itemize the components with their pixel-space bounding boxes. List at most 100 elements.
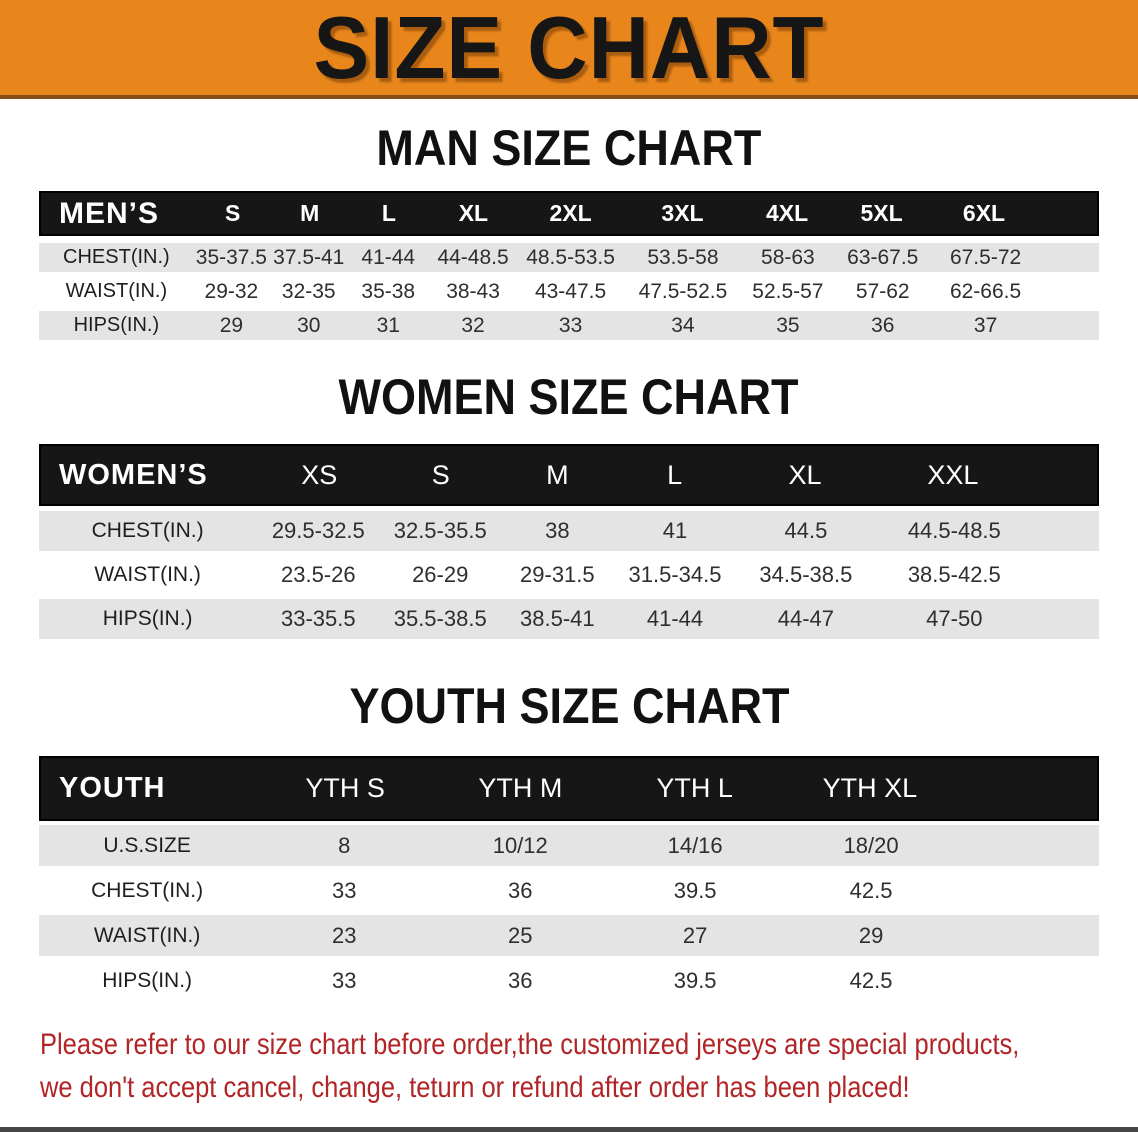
spacer-cell: [1039, 243, 1099, 272]
spacer-cell: [959, 960, 1099, 1001]
table-cell: 36: [871, 313, 895, 337]
table-cell: 8: [338, 832, 351, 858]
table-cell: 43-47.5: [534, 279, 607, 303]
youth-heading-wrap: YOUTH SIZE CHART: [0, 679, 1138, 733]
man-size-section: MAN SIZE CHART MEN’S S M L XL 2XL 3XL 4XL 5XL 6XL…: [0, 121, 1138, 340]
women-header-row: WOMEN’S XS S M L XL XXL: [39, 444, 1099, 506]
table-cell: 37: [973, 313, 998, 337]
youth-size-table: YOUTH YTH S YTH M YTH L YTH XL U.S.SIZE 8 10/12…: [39, 756, 1099, 1001]
men-header-row: MEN’S S M L XL 2XL 3XL 4XL 5XL 6XL: [39, 191, 1099, 236]
size-column-header: 6XL: [962, 200, 1006, 226]
table-row: WAIST(IN.) 23.5-26 26-29 29-31.5 31.5-34.5 34…: [39, 555, 1099, 595]
womens-size-table: WOMEN’S XS S M L XL XXL CHEST(IN.) 29.5-32.5 32.5…: [39, 444, 1099, 639]
table-cell: 25: [507, 922, 533, 948]
size-column-header: XL: [458, 200, 489, 226]
mens-size-table: MEN’S S M L XL 2XL 3XL 4XL 5XL 6XL CHEST(IN.) 35-37…: [39, 191, 1099, 340]
row-label: CHEST(IN.): [91, 519, 204, 542]
disclaimer: Please refer to our size chart before or…: [40, 1023, 1138, 1109]
disclaimer-line-1: Please refer to our size chart before or…: [40, 1028, 1020, 1061]
size-column-header: YTH XL: [822, 773, 918, 803]
table-cell: 23: [332, 922, 357, 948]
table-cell: 41-44: [361, 245, 416, 269]
youth-table-label: YOUTH: [59, 772, 166, 804]
spacer-cell: [959, 825, 1099, 866]
women-table-label: WOMEN’S: [59, 458, 208, 491]
disclaimer-line-2: we don't accept cancel, change, teturn o…: [40, 1071, 910, 1104]
spacer-cell: [1030, 446, 1097, 504]
table-row: HIPS(IN.) 33 36 39.5 42.5: [39, 960, 1099, 1001]
youth-header-row: YOUTH YTH S YTH M YTH L YTH XL: [39, 756, 1099, 821]
table-cell: 36: [507, 877, 533, 903]
women-heading-wrap: WOMEN SIZE CHART: [0, 370, 1138, 424]
table-cell: 44-48.5: [437, 245, 509, 269]
spacer-cell: [959, 870, 1099, 911]
table-cell: 41-44: [646, 606, 704, 631]
men-table-label: MEN’S: [59, 196, 160, 230]
size-column-header: M: [300, 200, 320, 226]
table-cell: 33-35.5: [280, 606, 356, 631]
table-row: HIPS(IN.) 33-35.5 35.5-38.5 38.5-41 41-44 44-…: [39, 599, 1099, 639]
table-cell: 35-37.5: [195, 245, 267, 269]
table-cell: 39.5: [673, 877, 717, 903]
table-cell: 34: [671, 313, 695, 337]
table-row: U.S.SIZE 8 10/12 14/16 18/20: [39, 825, 1099, 866]
row-label: WAIST(IN.): [94, 563, 201, 586]
table-cell: 29-32: [204, 279, 259, 303]
table-cell: 33: [558, 313, 583, 337]
page-title: SIZE CHART: [313, 0, 825, 97]
size-column-header: L: [381, 200, 396, 226]
table-cell: 35: [776, 313, 800, 337]
table-cell: 29: [858, 922, 884, 948]
table-cell: 38.5-42.5: [907, 562, 1001, 587]
table-cell: 47-50: [926, 606, 983, 631]
size-column-header: XS: [301, 459, 338, 490]
size-column-header: XL: [788, 459, 822, 490]
table-cell: 63-67.5: [847, 245, 919, 269]
table-cell: 35.5-38.5: [393, 606, 487, 631]
size-column-header: YTH L: [656, 773, 733, 803]
spacer-cell: [1039, 311, 1099, 340]
table-cell: 39.5: [673, 967, 717, 993]
women-section-heading: WOMEN SIZE CHART: [339, 369, 799, 425]
man-section-heading: MAN SIZE CHART: [376, 120, 762, 176]
table-cell: 33: [332, 877, 357, 903]
table-cell: 26-29: [412, 562, 469, 587]
table-cell: 32.5-35.5: [393, 518, 487, 543]
table-row: WAIST(IN.) 29-32 32-35 35-38 38-43 43-47.5 47.…: [39, 277, 1099, 306]
row-label: U.S.SIZE: [103, 833, 191, 857]
row-label: HIPS(IN.): [102, 968, 193, 992]
table-cell: 38.5-41: [520, 606, 595, 631]
size-column-header: S: [224, 200, 241, 226]
size-column-header: 2XL: [549, 200, 592, 226]
table-cell: 37.5-41: [273, 245, 345, 269]
table-cell: 18/20: [843, 832, 899, 858]
size-column-header: L: [667, 459, 683, 490]
women-size-section: WOMEN SIZE CHART WOMEN’S XS S M L XL XXL CHEST(…: [0, 370, 1138, 639]
row-label: HIPS(IN.): [102, 607, 193, 630]
table-cell: 38: [545, 518, 570, 543]
bottom-divider: [0, 1127, 1138, 1132]
table-cell: 29.5-32.5: [271, 518, 365, 543]
table-cell: 42.5: [849, 967, 893, 993]
table-cell: 34.5-38.5: [759, 562, 853, 587]
youth-section-heading: YOUTH SIZE CHART: [348, 678, 790, 734]
table-cell: 29-31.5: [520, 562, 595, 587]
spacer-cell: [958, 758, 1097, 819]
table-cell: 32-35: [281, 279, 336, 303]
row-label: CHEST(IN.): [63, 246, 170, 268]
banner: SIZE CHART: [0, 0, 1138, 99]
youth-size-section: YOUTH SIZE CHART YOUTH YTH S YTH M YTH L YTH…: [0, 679, 1138, 1001]
table-cell: 53.5-58: [647, 245, 719, 269]
table-row: HIPS(IN.) 29 30 31 32 33 34 35 36 37: [39, 311, 1099, 340]
table-row: CHEST(IN.) 29.5-32.5 32.5-35.5 38 41 44.5 44.5…: [39, 511, 1099, 551]
row-label: HIPS(IN.): [73, 314, 160, 336]
table-cell: 14/16: [667, 832, 723, 858]
table-cell: 42.5: [849, 877, 893, 903]
size-column-header: YTH S: [305, 773, 385, 803]
table-cell: 30: [297, 313, 321, 337]
table-cell: 38-43: [446, 279, 500, 303]
table-cell: 48.5-53.5: [526, 245, 615, 269]
size-column-header: XXL: [927, 459, 979, 490]
spacer-cell: [1037, 193, 1097, 234]
